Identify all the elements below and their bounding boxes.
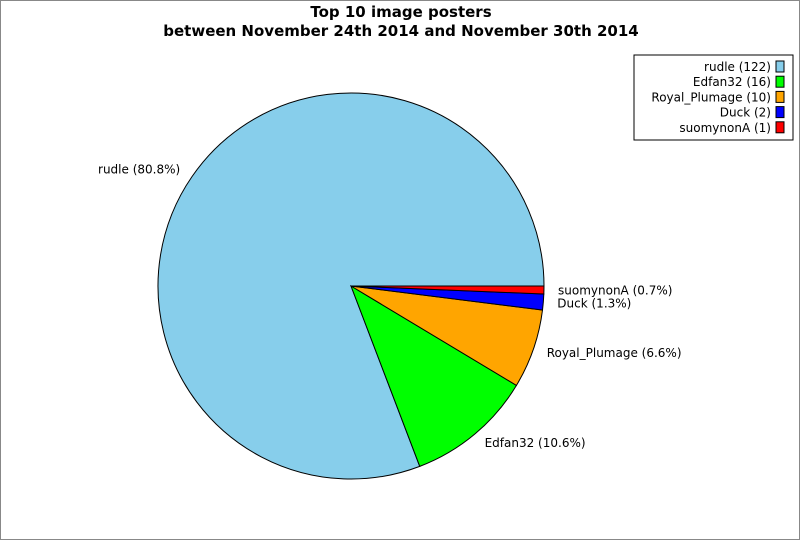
legend-label-edfan32: Edfan32 (16) xyxy=(693,75,771,89)
legend-label-suomynona: suomynonA (1) xyxy=(679,121,771,135)
legend-label-duck: Duck (2) xyxy=(720,106,771,120)
legend-box xyxy=(633,54,794,141)
pie-slice-edfan32 xyxy=(350,284,518,467)
legend-label-rudle: rudle (122) xyxy=(704,60,771,74)
legend-swatch-edfan32 xyxy=(775,75,785,88)
chart-subtitle: between November 24th 2014 and November … xyxy=(163,22,639,40)
legend-swatch-rudle xyxy=(775,60,785,73)
slice-label-duck: Duck (1.3%) xyxy=(557,296,631,310)
legend-swatch-suomynona xyxy=(775,121,785,134)
legend-swatch-royal-plumage xyxy=(775,90,785,103)
legend-swatch-duck xyxy=(775,106,785,119)
slice-label-rudle: rudle (80.8%) xyxy=(98,163,180,177)
pie-slice-rudle xyxy=(157,92,545,480)
slice-label-royal-plumage: Royal_Plumage (6.6%) xyxy=(547,346,682,360)
pie-slice-suomynona xyxy=(350,285,545,295)
slice-label-suomynona: suomynonA (0.7%) xyxy=(558,283,672,297)
chart-title-block: Top 10 image posters between November 24… xyxy=(1,3,799,41)
chart-title: Top 10 image posters xyxy=(310,3,492,21)
pie-slices xyxy=(157,92,545,480)
chart-legend: rudle (122)Edfan32 (16)Royal_Plumage (10… xyxy=(633,54,794,141)
pie-labels: rudle (80.8%) Edfan32 (10.6%) Royal_Plumag… xyxy=(98,163,681,451)
legend-label-royal-plumage: Royal_Plumage (10) xyxy=(651,90,771,104)
slice-label-edfan32: Edfan32 (10.6%) xyxy=(485,436,586,450)
